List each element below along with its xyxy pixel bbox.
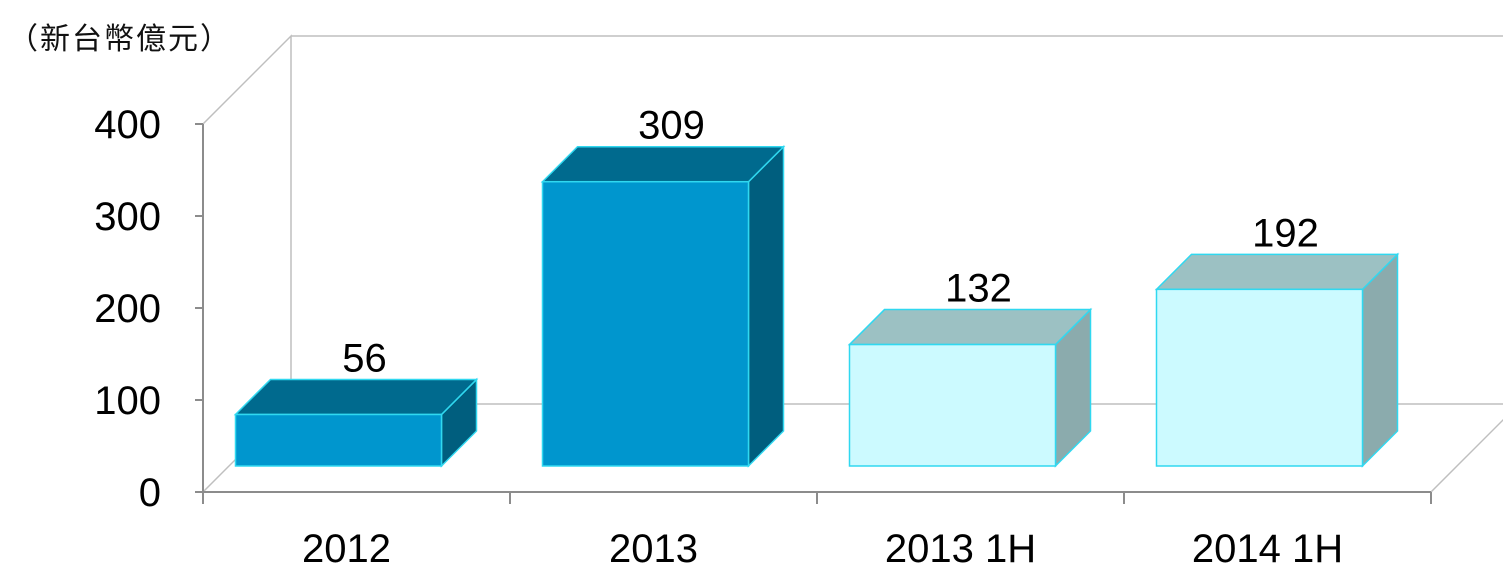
- chart-labels: 0 100 200 300 400 56 2012 309 2013 132 2013 1H 192 2…: [94, 103, 1343, 567]
- x-category-label: 2014 1H: [1192, 527, 1343, 567]
- chart-axes: [195, 123, 1432, 504]
- x-category-label: 2013: [609, 527, 698, 567]
- data-label: 192: [1252, 211, 1319, 255]
- data-label: 309: [638, 104, 705, 148]
- bar-top: [233, 378, 479, 416]
- bar-side: [1361, 252, 1399, 468]
- y-tick-label: 0: [139, 471, 161, 515]
- data-label: 132: [945, 267, 1012, 311]
- floor-right-edge: [1430, 418, 1503, 493]
- data-label: 56: [342, 336, 387, 380]
- bar-2014-1h: [1155, 288, 1364, 467]
- unit-label: （新台幣億元）: [8, 22, 232, 57]
- y-tick-label: 400: [94, 103, 161, 147]
- bar-top: [847, 308, 1093, 346]
- bar-top: [1154, 253, 1400, 291]
- y-tick-label: 200: [94, 287, 161, 331]
- x-category-label: 2013 1H: [885, 527, 1036, 567]
- chart-bars: [233, 144, 1400, 468]
- bar-top: [540, 145, 786, 183]
- bar-2013: [541, 180, 750, 467]
- bar-side: [747, 144, 785, 468]
- y-tick-label: 100: [94, 379, 161, 423]
- bar-2013-1h: [848, 343, 1057, 467]
- y-tick-label: 300: [94, 195, 161, 239]
- x-category-label: 2012: [302, 527, 391, 567]
- bar-2012: [234, 413, 443, 467]
